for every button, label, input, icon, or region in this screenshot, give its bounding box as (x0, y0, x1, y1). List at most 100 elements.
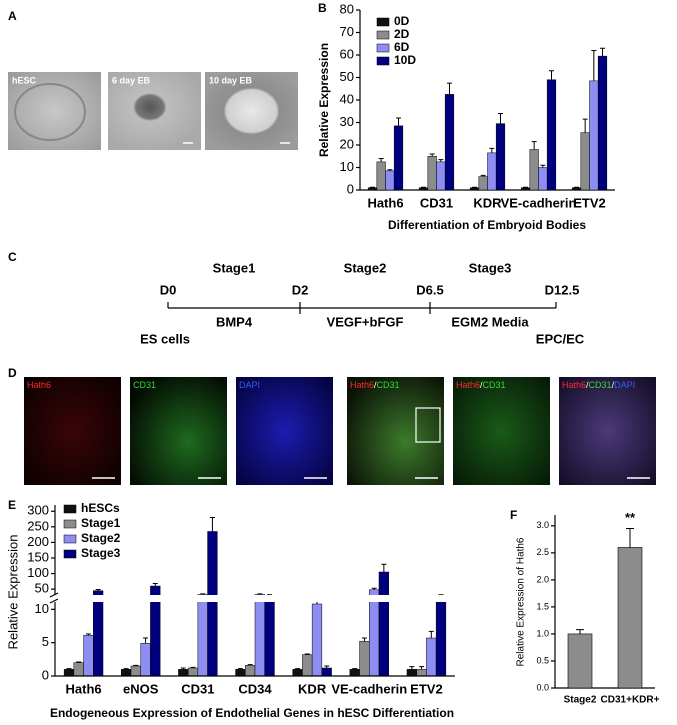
x-tick-label: CD31+KDR+ (601, 695, 660, 706)
image-label: Hath6/CD31/DAPI (562, 380, 635, 390)
micrograph (108, 72, 201, 150)
y-tick-label: 1.0 (536, 628, 549, 638)
bar (580, 132, 590, 191)
legend-label: Stage1 (81, 516, 121, 530)
error-bar (396, 117, 402, 126)
label-part: / (374, 380, 377, 390)
label-part: CD31 (377, 380, 400, 390)
bar (359, 641, 370, 677)
error-bar (626, 528, 634, 548)
y-tick-label: 5 (42, 634, 49, 649)
y-tick-label: 2.0 (536, 574, 549, 584)
error-bar (531, 141, 537, 150)
bar (385, 170, 395, 191)
error-bar (304, 653, 310, 655)
x-tick-label: CD31 (420, 195, 453, 210)
bar (589, 80, 599, 191)
y-tick-label: 0.5 (536, 655, 549, 665)
bar (406, 669, 417, 677)
stage-label: Stage1 (213, 260, 256, 275)
error-bar (200, 593, 206, 595)
bar (567, 633, 593, 689)
bar (121, 669, 132, 677)
bar (478, 176, 488, 191)
legend-label: 10D (394, 53, 416, 67)
error-bar (76, 661, 82, 663)
error-bar (438, 159, 444, 162)
bar (73, 662, 84, 677)
bar (369, 589, 380, 677)
y-tick-label: 80 (340, 1, 354, 16)
bar (416, 669, 427, 677)
day-label: D0 (160, 282, 177, 297)
bar (426, 637, 437, 677)
micrograph (205, 72, 298, 150)
image-label: Hath6/CD31 (456, 380, 506, 390)
bar (520, 187, 531, 191)
error-bar (582, 118, 588, 133)
bar (495, 123, 506, 191)
x-axis-label: Endogeneous Expression of Endothelial Ge… (50, 706, 454, 720)
zoom-box (415, 407, 441, 443)
error-bar (123, 668, 129, 670)
bar (469, 187, 480, 191)
y-axis-label: Relative Expression of Hath6 (516, 537, 527, 666)
error-bar (237, 668, 243, 670)
x-tick-label: CD31 (181, 681, 214, 696)
y-tick-label: 20 (340, 136, 354, 151)
legend-swatch (63, 549, 77, 559)
legend-label: 2D (394, 27, 410, 41)
legend-label: 6D (394, 40, 410, 54)
y-tick-label: 200 (27, 534, 49, 549)
legend-swatch (63, 519, 77, 529)
image-label: Hath6/CD31 (350, 380, 400, 390)
bar (571, 187, 582, 191)
bar (529, 149, 539, 191)
start-label: ES cells (140, 331, 190, 346)
x-tick-label: Stage2 (564, 695, 597, 706)
error-bar (429, 153, 435, 157)
bar (538, 167, 548, 191)
legend-swatch (63, 534, 77, 544)
y-tick-label: 300 (27, 503, 49, 518)
error-bar (180, 667, 186, 670)
bar (311, 603, 323, 677)
error-bar (152, 583, 158, 587)
bar (264, 595, 275, 677)
error-bar (498, 113, 504, 124)
legend-label: 0D (394, 14, 410, 28)
panel-label: F (510, 508, 517, 522)
bar (376, 161, 386, 191)
label-part: CD31 (483, 380, 506, 390)
image-label: hESC (12, 75, 37, 85)
error-bar (591, 50, 597, 81)
colony-outline (14, 83, 86, 141)
error-bar (257, 593, 263, 595)
legend-swatch (376, 56, 390, 66)
panel-label: D (8, 366, 17, 380)
label-part: CD31 (589, 380, 612, 390)
image-label: Hath6 (27, 380, 51, 390)
x-tick-label: VE-cadherin (331, 681, 407, 696)
error-bar (419, 666, 425, 670)
error-bar (352, 668, 358, 670)
error-bar (378, 158, 384, 162)
error-bar (190, 666, 196, 668)
y-tick-label: 100 (27, 565, 49, 580)
y-tick-label: 150 (27, 549, 49, 564)
error-bar (480, 174, 486, 177)
x-tick-label: ETV2 (410, 681, 443, 696)
legend-swatch (376, 30, 390, 40)
y-tick-label: 50 (340, 69, 354, 84)
label-part: / (612, 380, 615, 390)
bar (321, 667, 332, 677)
bar (63, 669, 75, 677)
bar (235, 669, 246, 677)
x-tick-label: KDR (473, 195, 502, 210)
panel-label: A (8, 9, 17, 23)
y-tick-label: 2.5 (536, 547, 549, 557)
stage-label: Stage3 (469, 260, 512, 275)
y-tick-label: 1.5 (536, 601, 549, 611)
bar (197, 594, 208, 677)
